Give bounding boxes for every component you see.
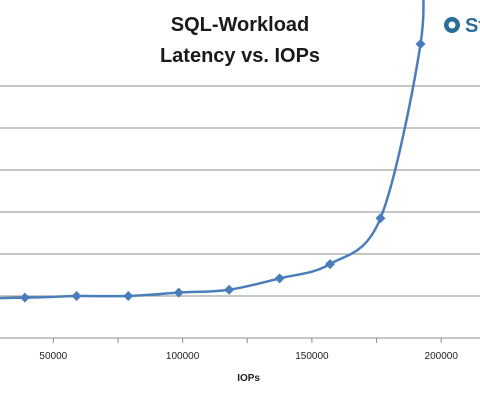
gridlines (0, 85, 480, 297)
chart-title-line-1: SQL-Workload (171, 14, 310, 36)
data-point-marker (415, 39, 426, 49)
x-tick-label: 200000 (425, 351, 459, 362)
x-axis-label: IOPs (237, 373, 260, 384)
chart-title: SQL-Workload Latency vs. IOPs (160, 14, 320, 67)
data-point-marker (274, 273, 285, 284)
logo: St (444, 15, 480, 37)
data-point-marker (375, 213, 386, 224)
data-point-marker (71, 291, 82, 301)
data-point-marker (325, 259, 336, 270)
x-tick-label: 50000 (39, 351, 67, 362)
data-point-marker (173, 287, 184, 298)
x-tick-label: 150000 (295, 351, 329, 362)
series-markers (19, 39, 426, 303)
data-point-marker (19, 292, 30, 303)
x-axis-ticks: 50000 100000 150000 200000 (39, 338, 458, 362)
logo-mark-inner (448, 21, 456, 29)
logo-text: St (465, 15, 480, 37)
data-point-marker (224, 284, 235, 295)
data-point-marker (123, 291, 134, 301)
chart-title-line-2: Latency vs. IOPs (160, 45, 320, 67)
series-line (0, 0, 425, 300)
x-tick-label: 100000 (166, 351, 200, 362)
